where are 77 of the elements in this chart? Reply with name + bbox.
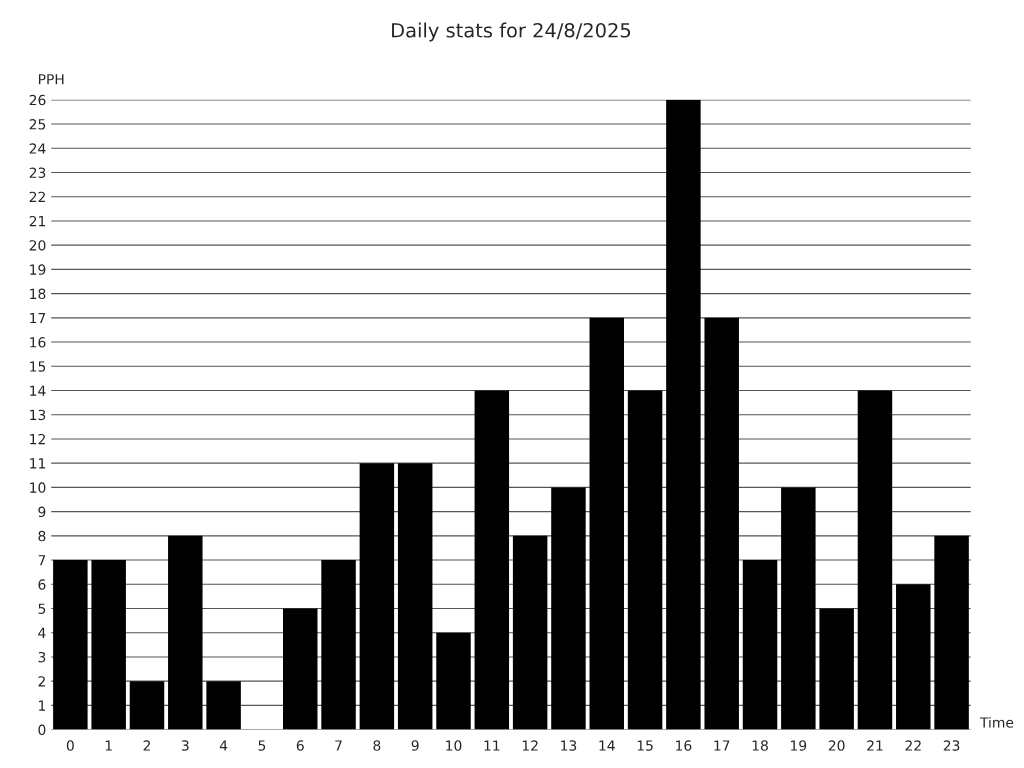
bar <box>819 608 854 730</box>
x-tick-label: 5 <box>258 740 266 751</box>
x-tick-label: 6 <box>296 740 304 751</box>
bar <box>896 584 931 730</box>
bar <box>551 487 586 730</box>
y-tick-label: 16 <box>30 337 46 348</box>
y-tick-label: 23 <box>29 167 46 178</box>
y-tick-label: 8 <box>38 530 46 542</box>
bar <box>666 99 701 730</box>
bar <box>168 535 203 730</box>
y-tick-label: 12 <box>30 433 45 445</box>
bar <box>436 632 471 730</box>
bar <box>474 390 510 730</box>
bar <box>857 390 893 730</box>
y-tick-label: 10 <box>30 482 46 493</box>
y-tick-label: 7 <box>38 555 46 566</box>
bar <box>129 681 165 730</box>
x-tick-label: 12 <box>522 740 538 751</box>
x-tick-label: 1 <box>105 740 112 751</box>
bar <box>704 317 739 730</box>
x-tick-label: 8 <box>373 740 381 751</box>
y-tick-label: 4 <box>38 627 46 638</box>
y-tick-label: 22 <box>29 191 45 202</box>
bar <box>512 535 548 730</box>
chart-title: Daily stats for 24/8/2025 <box>392 22 631 42</box>
y-tick-label: 2 <box>38 676 45 687</box>
bar <box>53 560 88 730</box>
y-tick-label: 20 <box>29 240 46 251</box>
x-tick-label: 14 <box>599 740 615 751</box>
x-tick-label: 19 <box>791 740 807 751</box>
y-tick-label: 0 <box>38 724 46 736</box>
y-tick-label: 15 <box>30 361 46 372</box>
y-tick-label: 24 <box>29 143 46 154</box>
x-tick-label: 7 <box>335 740 342 751</box>
y-tick-label: 17 <box>30 312 46 324</box>
x-tick-label: 22 <box>905 740 921 751</box>
bar <box>321 560 356 730</box>
x-tick-label: 23 <box>943 740 960 751</box>
x-tick-label: 21 <box>867 740 883 751</box>
bar <box>934 535 969 730</box>
y-tick-label: 6 <box>38 579 46 590</box>
x-tick-label: 9 <box>411 740 419 751</box>
bar <box>781 487 816 730</box>
y-tick-label: 26 <box>29 94 46 106</box>
y-tick-label: 5 <box>38 603 46 614</box>
x-tick-label: 20 <box>828 740 845 751</box>
bar <box>283 608 318 730</box>
y-tick-label: 1 <box>39 700 46 711</box>
x-tick-label: 18 <box>752 740 768 751</box>
bar <box>742 560 778 730</box>
x-tick-label: 17 <box>714 740 730 751</box>
bar <box>359 463 395 730</box>
y-tick-label: 25 <box>29 119 46 130</box>
y-tick-label: 13 <box>30 409 46 421</box>
x-tick-label: 3 <box>181 740 189 751</box>
y-tick-label: 18 <box>30 288 46 300</box>
bar <box>397 463 433 730</box>
x-tick-label: 10 <box>446 740 462 751</box>
y-tick-label: 11 <box>30 458 46 469</box>
x-tick-label: 4 <box>219 740 228 751</box>
bar <box>91 560 126 730</box>
x-tick-label: 15 <box>637 740 653 751</box>
x-tick-label: 0 <box>66 740 74 751</box>
y-tick-label: 14 <box>30 385 46 396</box>
y-tick-label: 3 <box>38 651 46 663</box>
bar <box>627 390 663 730</box>
x-axis-title: Time <box>979 717 1014 728</box>
y-axis-title: PPH <box>38 74 64 85</box>
bar <box>206 681 241 730</box>
x-tick-label: 16 <box>676 740 692 751</box>
bar <box>589 317 624 730</box>
x-tick-label: 11 <box>484 740 500 751</box>
x-tick-label: 2 <box>143 740 151 751</box>
x-tick-label: 13 <box>561 740 577 751</box>
y-tick-label: 19 <box>30 264 46 275</box>
y-tick-label: 9 <box>38 506 46 518</box>
y-tick-label: 21 <box>29 215 46 227</box>
